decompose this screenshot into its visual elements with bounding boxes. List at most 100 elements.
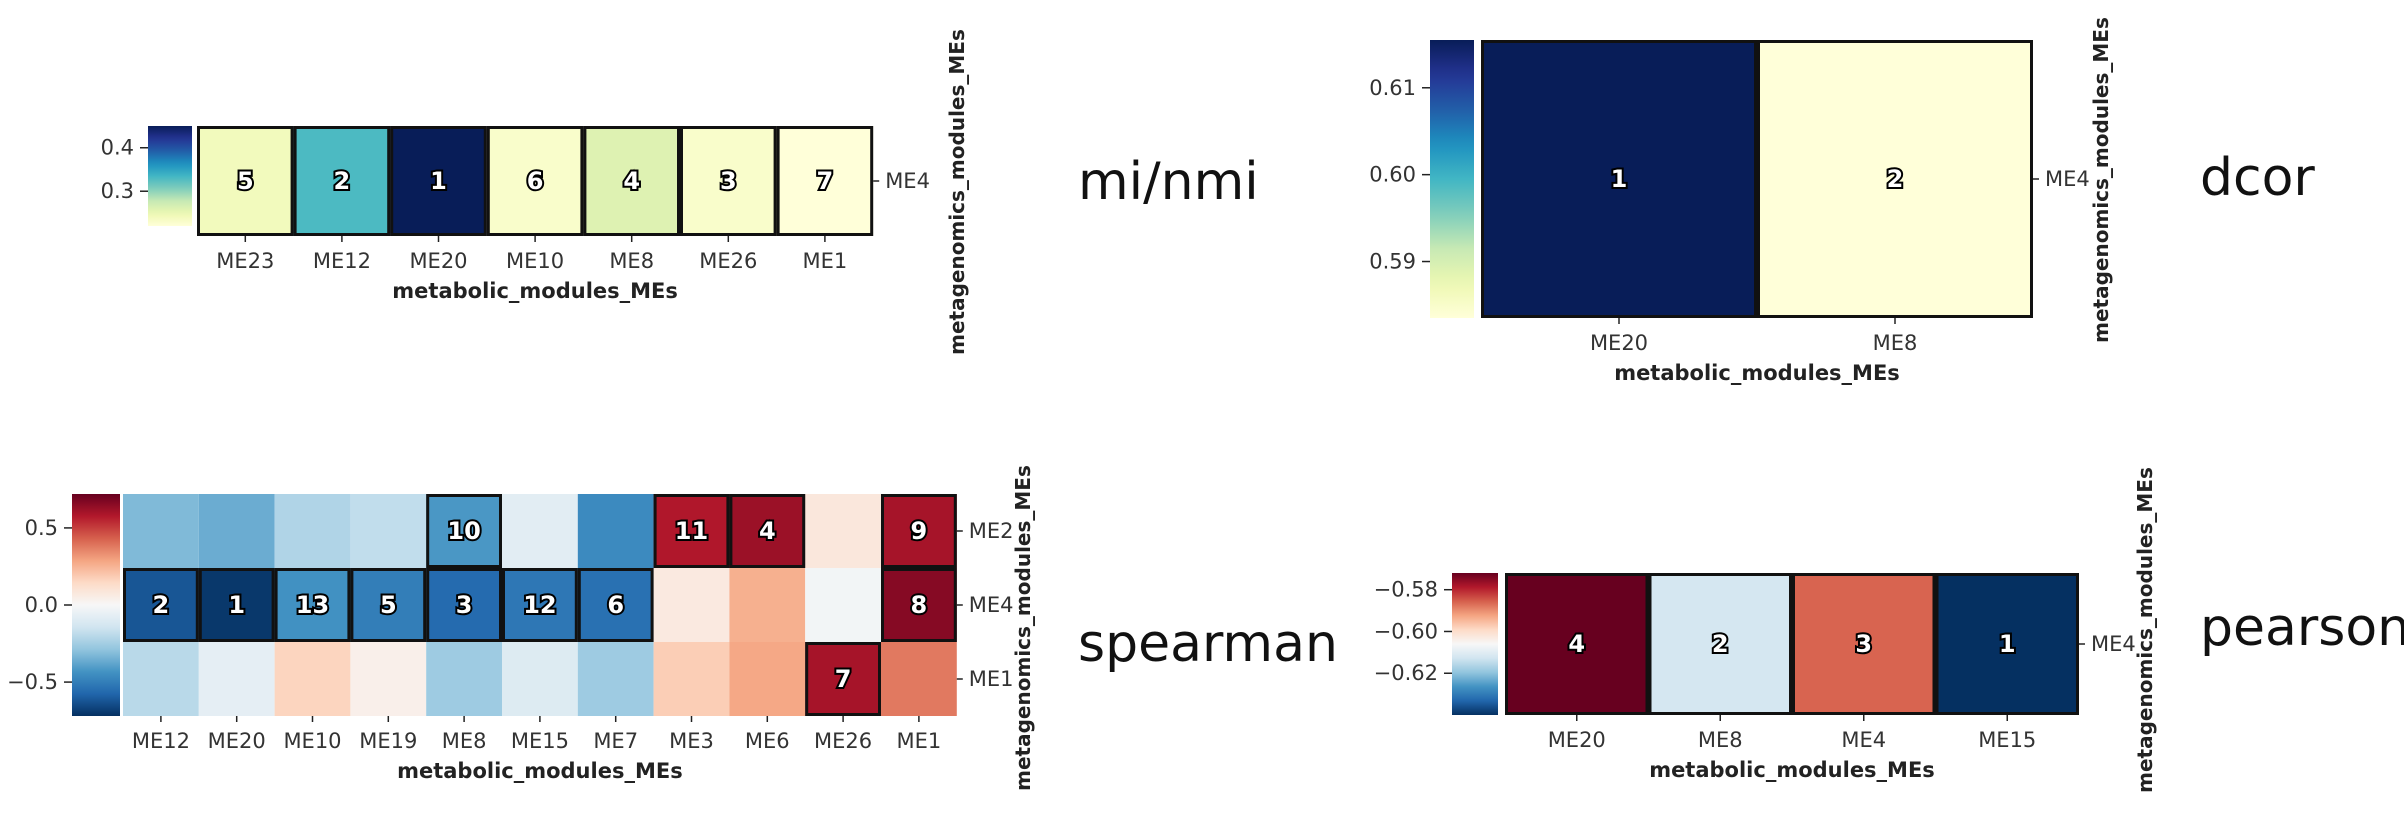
y-tick-label: ME1 [969,667,1014,691]
heatmap-cell [198,568,275,642]
heatmap-cell [390,126,487,236]
colorbar-tick-label: −0.60 [1374,619,1438,643]
colorbar-tick-label: 0.4 [101,136,134,160]
heatmap-cell [729,642,806,716]
colorbar-tick-label: 0.59 [1369,250,1416,274]
cell-highlight-border [426,494,503,568]
heatmap-cell [680,126,777,236]
cell-highlight-border [1505,573,1649,715]
cell-rank-label: 7 [835,665,852,693]
cell-rank-label: 8 [911,591,928,619]
cell-rank-label: 3 [456,591,473,619]
heatmap-cell [197,126,294,236]
colorbar-tick-label: 0.61 [1369,76,1416,100]
heatmap-cell [350,494,427,568]
heatmap-cell [350,642,427,716]
x-tick-label: ME1 [897,729,942,753]
heatmap-cell [426,642,502,716]
cell-rank-label: 1 [1611,165,1628,193]
colorbar-tick-label: 0.5 [25,516,58,540]
cell-highlight-border [350,568,427,642]
colorbar-tick-label: −0.62 [1374,661,1438,685]
x-tick-label: ME19 [359,729,417,753]
colorbar-tick-label: 0.3 [101,179,134,203]
heatmap-cell [426,494,502,568]
panel-title-mi-nmi: mi/nmi [1078,152,1259,212]
heatmap-cell [1481,40,1757,318]
y-tick-label: ME4 [885,169,930,193]
heatmap-cell [274,568,351,642]
cell-highlight-border [293,126,391,236]
cell-rank-label: 6 [527,167,544,195]
heatmap-panel-0: 0.4 0.3 5 2 1 6 4 3 7 ME23 ME12 ME20 ME10 ME8 ME26 ME1 M… [101,29,969,355]
x-tick-label: ME8 [442,729,487,753]
cell-highlight-border [390,126,487,236]
cell-highlight-border [881,568,957,642]
heatmap-cell [274,494,351,568]
y-tick-label: ME4 [2091,632,2136,656]
panel-title-spearman: spearman [1078,614,1338,674]
cell-highlight-border [198,568,275,642]
y-axis-label: metagenomics_modules_MEs [2133,467,2157,793]
cell-highlight-border [776,126,874,236]
panel-title-pearson: pearson [2200,598,2404,658]
x-tick-label: ME8 [609,249,654,273]
heatmap-cell [123,568,199,642]
cell-rank-label: 11 [675,517,708,545]
heatmap-cell [502,642,578,716]
x-tick-label: ME10 [283,729,341,753]
x-tick-label: ME1 [803,249,848,273]
y-axis-label: metagenomics_modules_MEs [2089,17,2113,343]
x-tick-label: ME6 [745,729,790,753]
cell-rank-label: 2 [153,591,170,619]
heatmap-cell [881,568,957,642]
heatmap-cell [1792,573,1936,715]
y-axis-label: metagenomics_modules_MEs [1011,465,1035,791]
cell-highlight-border [426,568,503,642]
cell-highlight-border [583,126,681,236]
heatmap-cell [426,568,502,642]
cell-rank-label: 10 [447,517,480,545]
x-tick-label: ME23 [216,249,274,273]
x-tick-label: ME7 [593,729,638,753]
x-tick-label: ME10 [506,249,564,273]
cell-highlight-border [502,568,578,642]
cell-highlight-border [1935,573,2079,715]
heatmap-cell [486,126,584,236]
x-tick-label: ME26 [814,729,872,753]
heatmap-cell [293,126,391,236]
colorbar [72,494,120,716]
heatmap-cell [1757,40,2033,318]
heatmap-cell [274,642,351,716]
cell-highlight-border [653,494,730,568]
heatmap-cell [1935,573,2079,715]
cell-rank-label: 12 [523,591,556,619]
heatmap-cell [583,126,680,236]
x-tick-label: ME4 [1841,728,1886,752]
x-axis-label: metabolic_modules_MEs [397,759,683,783]
cell-highlight-border [805,642,882,716]
cell-rank-label: 7 [817,167,834,195]
cell-highlight-border [577,568,654,642]
cell-rank-label: 5 [237,167,254,195]
x-tick-label: ME15 [511,729,569,753]
x-axis-label: metabolic_modules_MEs [1614,361,1900,385]
heatmap-cell [729,494,806,568]
cell-highlight-border [881,494,957,568]
cell-rank-label: 1 [430,167,447,195]
cell-rank-label: 4 [1568,630,1585,658]
x-tick-label: ME8 [1698,728,1743,752]
panel-title-dcor: dcor [2200,148,2315,208]
colorbar [148,126,192,226]
heatmap-cell [805,568,881,642]
heatmap-cell [653,494,730,568]
heatmap-cell [805,494,881,568]
heatmap-cell [350,568,427,642]
x-tick-label: ME15 [1978,728,2036,752]
cell-highlight-border [1792,573,1936,715]
cell-highlight-border [1648,573,1792,715]
colorbar-tick-label: 0.60 [1369,163,1416,187]
